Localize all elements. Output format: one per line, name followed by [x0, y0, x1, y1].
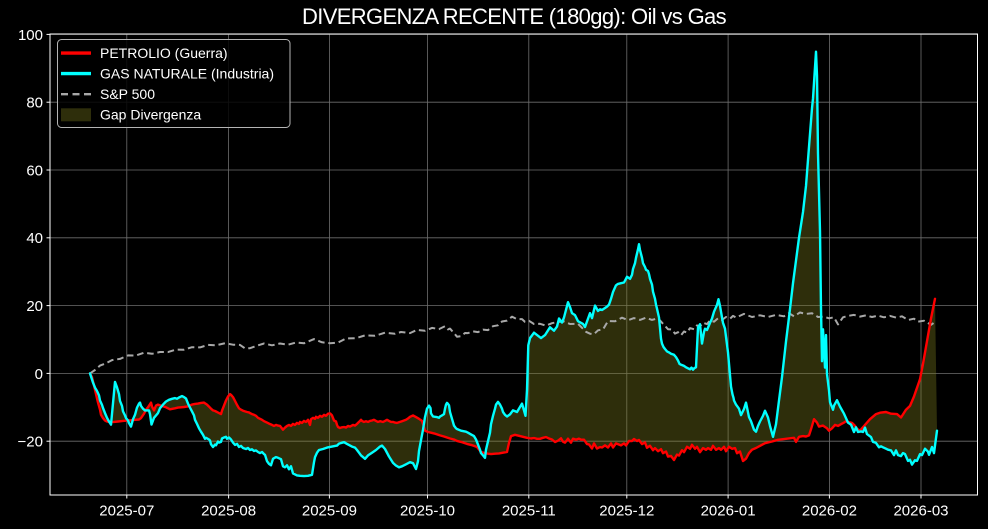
svg-text:40: 40 [26, 230, 43, 247]
svg-text:S&P 500: S&P 500 [100, 86, 155, 102]
svg-text:Gap Divergenza: Gap Divergenza [100, 107, 201, 123]
svg-text:PETROLIO (Guerra): PETROLIO (Guerra) [100, 45, 228, 61]
svg-text:2025-08: 2025-08 [201, 503, 256, 520]
svg-text:80: 80 [26, 95, 43, 112]
svg-text:2025-07: 2025-07 [99, 503, 154, 520]
svg-text:GAS NATURALE (Industria): GAS NATURALE (Industria) [100, 66, 274, 82]
svg-text:DIVERGENZA RECENTE (180gg): Oi: DIVERGENZA RECENTE (180gg): Oil vs Gas [302, 4, 727, 29]
svg-text:20: 20 [26, 298, 43, 315]
svg-text:2026-03: 2026-03 [893, 503, 948, 520]
svg-text:60: 60 [26, 162, 43, 179]
svg-text:2026-02: 2026-02 [802, 503, 857, 520]
svg-text:−20: −20 [18, 434, 43, 451]
svg-text:2026-01: 2026-01 [701, 503, 756, 520]
svg-text:2025-11: 2025-11 [502, 503, 556, 520]
svg-text:2025-12: 2025-12 [599, 503, 654, 520]
svg-text:100: 100 [18, 27, 43, 44]
svg-text:0: 0 [35, 366, 43, 383]
svg-text:2025-10: 2025-10 [400, 503, 455, 520]
svg-text:2025-09: 2025-09 [302, 503, 357, 520]
